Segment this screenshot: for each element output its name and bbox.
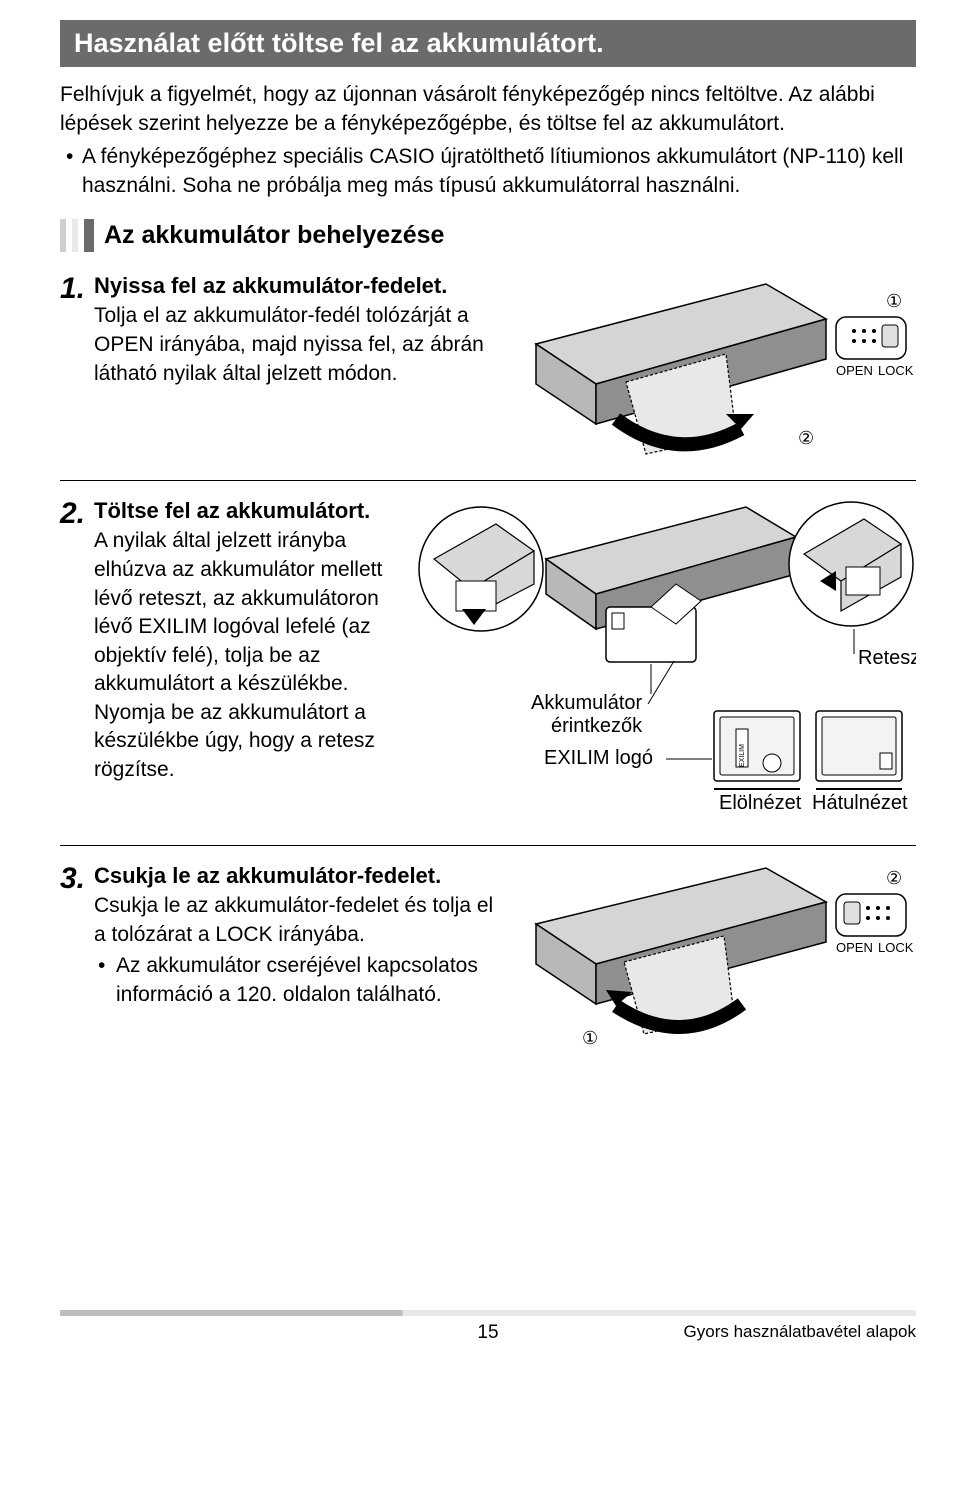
step-1-illustration: ① OPEN LOCK ②	[516, 264, 916, 464]
step-title: Nyissa fel az akkumulátor-fedelet.	[94, 272, 500, 301]
step-text: A nyilak által jelzett irányba elhúzva a…	[94, 527, 400, 784]
retesz-label: Retesz	[858, 647, 916, 669]
page-title: Használat előtt töltse fel az akkumuláto…	[60, 20, 916, 67]
step-number: 3.	[60, 862, 94, 894]
step-text: Csukja le az akkumulátor-fedelet és tolj…	[94, 892, 500, 949]
section-title: Az akkumulátor behelyezése	[94, 219, 444, 252]
step-number: 2.	[60, 497, 94, 529]
erint-label: érintkezők	[551, 715, 643, 737]
exilim-label: EXILIM logó	[544, 747, 653, 769]
akkum-label: Akkumulátor	[531, 692, 642, 714]
svg-text:EXILIM: EXILIM	[739, 744, 746, 767]
page-footer: 15 Gyors használatbavétel alapok	[60, 1310, 916, 1352]
heading-bars-icon	[60, 219, 94, 252]
step-3-illustration: ① ② OPEN LOCK	[516, 854, 916, 1054]
step-text: Tolja el az akkumulátor-fedél tolózárját…	[94, 302, 500, 388]
step-3-row: 3. Csukja le az akkumulátor-fedelet. Csu…	[60, 854, 916, 1070]
intro-paragraph: Felhívjuk a figyelmét, hogy az újonnan v…	[60, 81, 916, 139]
section-heading: Az akkumulátor behelyezése	[60, 219, 916, 252]
step-1-row: 1. Nyissa fel az akkumulátor-fedelet. To…	[60, 264, 916, 481]
hatul-label: Hátulnézet	[812, 792, 908, 814]
intro-bullet: A fényképezőgéphez speciális CASIO újrat…	[60, 143, 916, 201]
elol-label: Elölnézet	[719, 792, 802, 814]
open-label: OPEN	[836, 940, 873, 955]
step-title: Csukja le az akkumulátor-fedelet.	[94, 862, 500, 891]
page-number: 15	[477, 1322, 498, 1344]
lock-label: LOCK	[878, 940, 914, 955]
circled-1-icon: ①	[582, 1028, 598, 1048]
circled-1-icon: ①	[886, 291, 902, 311]
circled-2-icon: ②	[886, 868, 902, 888]
step-2-row: 2. Töltse fel az akkumulátort. A nyilak …	[60, 489, 916, 846]
step-bullet: Az akkumulátor cseréjével kapcsolatos in…	[94, 952, 500, 1010]
step-2-illustration: Retesz Akkumulátor érintkezők EXILIM log…	[416, 489, 916, 829]
circled-2-icon: ②	[798, 428, 814, 448]
step-number: 1.	[60, 272, 94, 304]
footer-section-label: Gyors használatbavétel alapok	[684, 1322, 916, 1342]
open-label: OPEN	[836, 363, 873, 378]
step-title: Töltse fel az akkumulátort.	[94, 497, 400, 526]
lock-label: LOCK	[878, 363, 914, 378]
